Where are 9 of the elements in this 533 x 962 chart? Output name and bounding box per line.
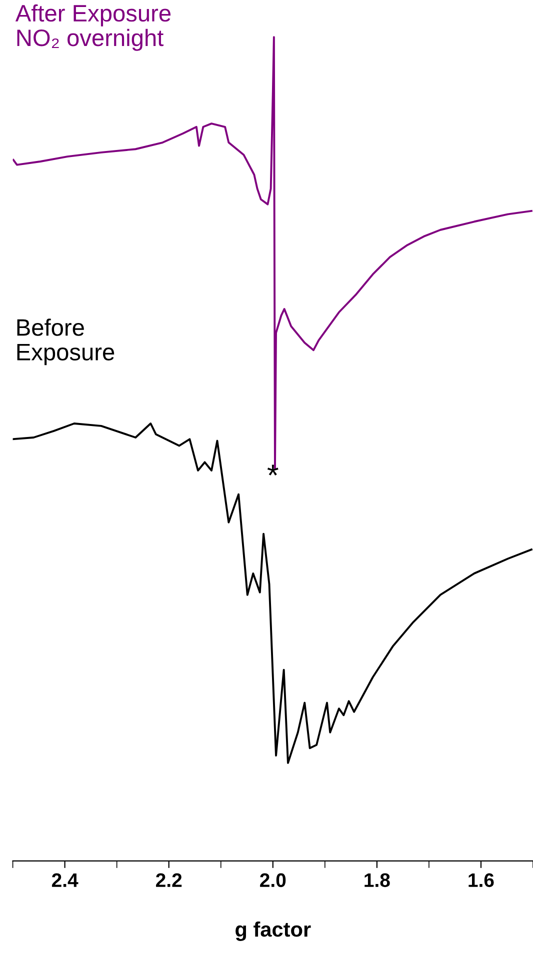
x-tick-label: 1.6 bbox=[468, 873, 494, 888]
text: After Exposure NO₂ overnight bbox=[15, 4, 171, 51]
x-tick-label: 2.0 bbox=[260, 873, 286, 888]
x-axis-title: g factor bbox=[236, 921, 311, 941]
x-tick-label: 1.8 bbox=[364, 873, 390, 888]
text: Before Exposure bbox=[17, 318, 114, 366]
annotation: * bbox=[267, 464, 278, 476]
x-tick-label: 2.2 bbox=[156, 873, 182, 887]
x-tick-label: 2.4 bbox=[52, 873, 78, 887]
